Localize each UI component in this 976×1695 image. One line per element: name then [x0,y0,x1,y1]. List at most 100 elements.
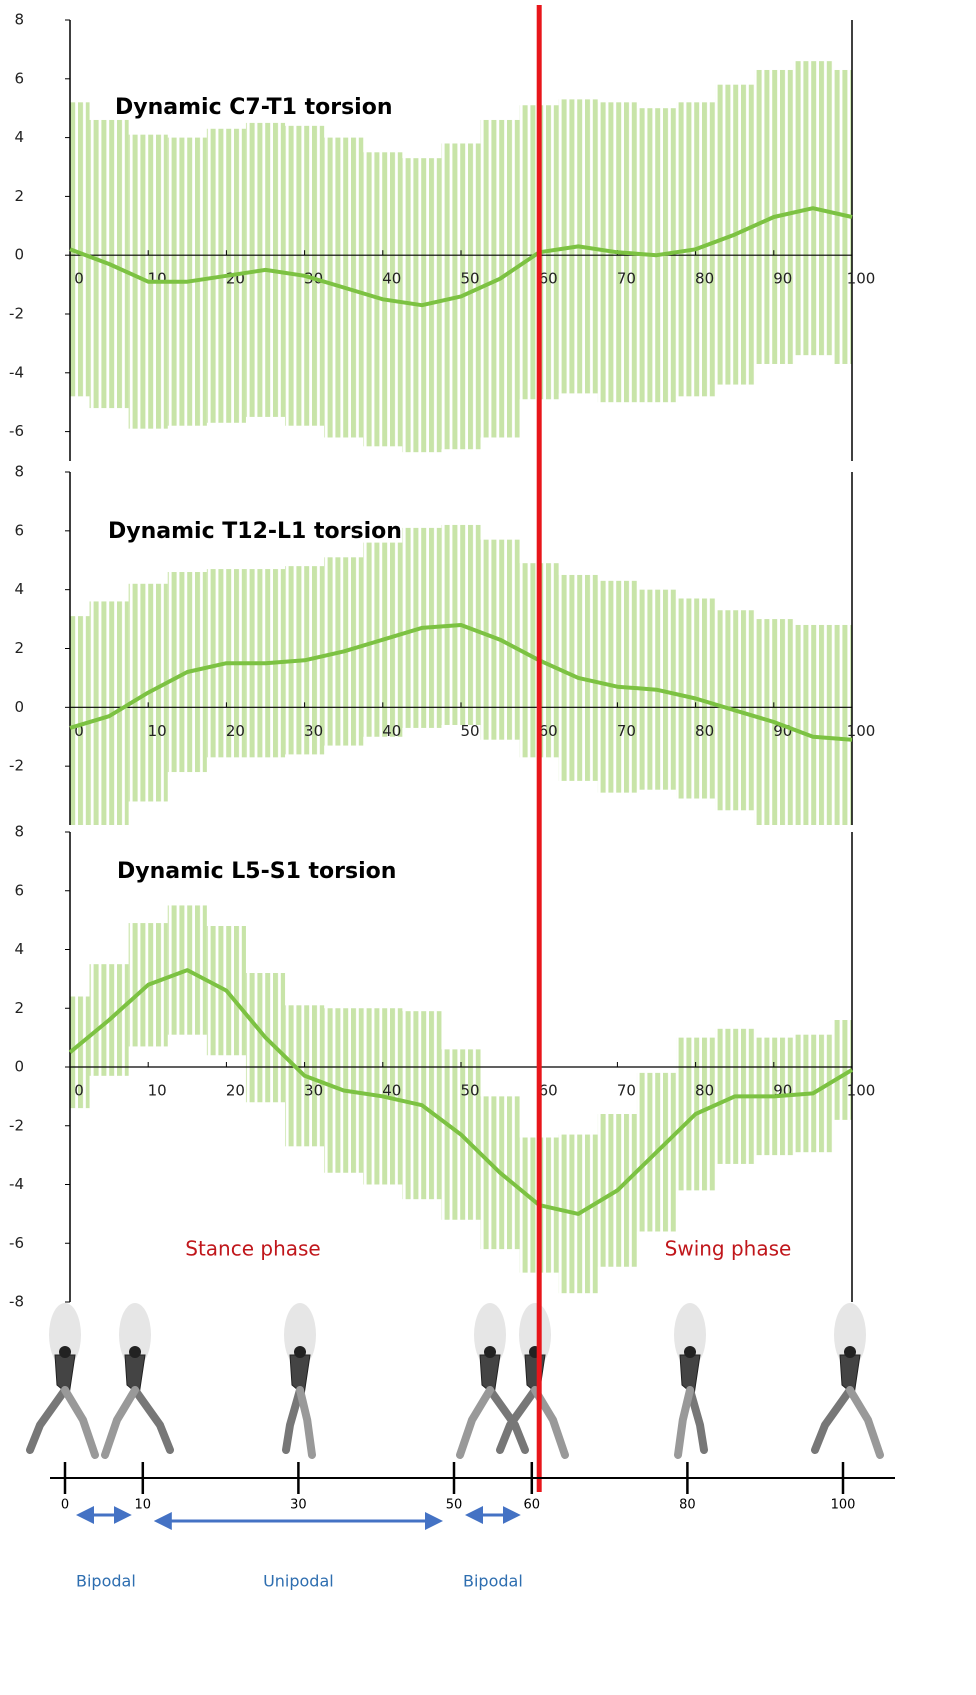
error-bar [832,1020,852,1120]
error-bars [70,524,852,825]
x-tick-label: 30 [304,1082,323,1100]
y-tick-label: 0 [14,246,24,264]
timeline-tick-label: 50 [446,1498,463,1513]
y-tick-label: 2 [14,639,24,657]
figure-torso [674,1303,706,1367]
mean-line [69,623,853,742]
timeline-tick-label: 30 [290,1498,307,1513]
x-tick-label: 80 [695,270,714,288]
x-tick-label: 10 [148,722,167,740]
y-tick-label: -6 [9,422,24,440]
x-tick-label: 40 [382,1082,401,1100]
y-tick-label: 0 [14,1058,24,1076]
figure-torso [119,1303,151,1367]
x-tick-label: 20 [226,1082,245,1100]
figure-leg [296,1386,316,1459]
y-tick-label: 8 [14,823,24,841]
mean-line [68,968,854,1216]
x-tick-label: 50 [460,1082,479,1100]
figure-leg [282,1386,304,1454]
y-tick-label: 4 [14,128,24,146]
y-tick-label: -4 [9,1175,24,1193]
x-tick-label: 90 [773,270,792,288]
figure-torso [49,1303,81,1367]
x-tick-label: 40 [382,722,401,740]
figure-head [294,1346,306,1358]
y-tick-label: 6 [14,521,24,539]
figure-torso [474,1303,506,1367]
x-tick-label: 20 [226,722,245,740]
phase-label: Bipodal [76,1572,136,1591]
figure-leg [26,1386,69,1454]
x-tick-label: 70 [617,270,636,288]
timeline-tick-label: 10 [135,1498,152,1513]
mean-line [69,206,853,308]
x-tick-label: 60 [539,270,558,288]
x-tick-label: 10 [148,270,167,288]
y-tick-label: -2 [9,757,24,775]
x-tick-label: 60 [539,1082,558,1100]
figure-leg [456,1386,494,1459]
y-tick-label: 6 [14,69,24,87]
x-tick-label: 0 [74,270,84,288]
x-tick-label: 50 [460,722,479,740]
x-tick-label: 70 [617,722,636,740]
timeline-tick-label: 0 [61,1498,69,1513]
y-tick-label: 0 [14,698,24,716]
figure-head [684,1346,696,1358]
y-tick-label: 2 [14,187,24,205]
x-tick-label: 40 [382,270,401,288]
y-tick-label: 6 [14,881,24,899]
annotation: Swing phase [665,1237,792,1261]
y-tick-label: 4 [14,580,24,598]
figure-leg [496,1386,539,1454]
figure-leg [686,1386,708,1454]
figure-leg [846,1386,884,1459]
x-tick-label: 50 [460,270,479,288]
error-bar [70,996,90,1109]
x-tick-label: 10 [148,1082,167,1100]
figure-leg [131,1386,174,1454]
figure-torso [284,1303,316,1367]
figure-leg [486,1386,529,1454]
y-tick-label: -8 [9,1293,24,1311]
x-tick-label: 0 [74,722,84,740]
gait-figures [26,1303,884,1459]
error-bar [89,601,129,825]
y-tick-label: 8 [14,463,24,481]
timeline-tick-label: 60 [524,1498,541,1513]
figure-leg [811,1386,854,1454]
y-tick-label: -2 [9,305,24,323]
figure-head [484,1346,496,1358]
error-bar [70,102,90,397]
x-tick-label: 60 [539,722,558,740]
y-tick-label: -2 [9,1116,24,1134]
x-tick-label: 80 [695,722,714,740]
timeline-tick-label: 100 [831,1498,856,1513]
figure-head [844,1346,856,1358]
x-tick-label: 70 [617,1082,636,1100]
y-tick-label: 4 [14,940,24,958]
phase-label: Bipodal [463,1572,523,1591]
y-tick-label: -6 [9,1234,24,1252]
x-tick-label: 100 [847,270,876,288]
error-bar [832,69,852,364]
chart-title: Dynamic T12-L1 torsion [108,519,402,544]
figure-head [59,1346,71,1358]
chart-title: Dynamic L5-S1 torsion [117,859,396,884]
y-tick-label: 8 [14,11,24,29]
figure-leg [61,1386,99,1459]
x-tick-label: 80 [695,1082,714,1100]
timeline-tick-label: 80 [679,1498,696,1513]
error-bar [832,624,852,825]
figure-leg [674,1386,694,1459]
annotation: Stance phase [185,1237,320,1261]
x-tick-label: 0 [74,1082,84,1100]
chart-title: Dynamic C7-T1 torsion [115,95,393,120]
figure-head [129,1346,141,1358]
figure-torso [519,1303,551,1367]
